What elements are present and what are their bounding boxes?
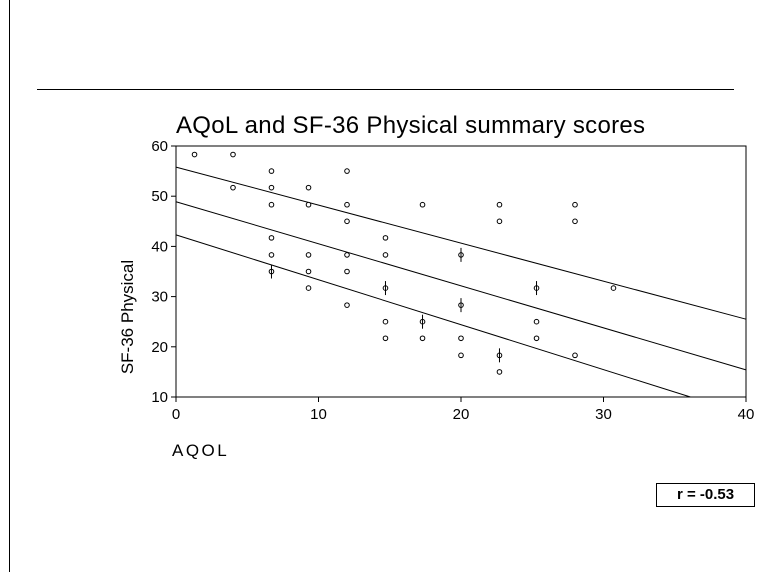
data-point xyxy=(305,252,312,258)
x-tick-label: 10 xyxy=(310,406,327,423)
data-point xyxy=(496,201,503,208)
left-border-line xyxy=(9,0,10,572)
data-point xyxy=(496,218,503,225)
data-point xyxy=(533,318,540,325)
top-divider-line xyxy=(37,89,734,90)
upper-confidence-line xyxy=(175,166,747,320)
data-point xyxy=(344,201,350,208)
y-tick-label: 40 xyxy=(151,238,168,255)
data-point xyxy=(268,168,275,174)
data-point xyxy=(572,352,578,359)
regression-line xyxy=(175,201,747,371)
y-tick-label: 50 xyxy=(151,188,168,205)
y-tick-label: 20 xyxy=(151,339,168,356)
data-point xyxy=(305,184,312,191)
data-point xyxy=(230,151,236,158)
data-point xyxy=(305,268,312,275)
y-tick-label: 10 xyxy=(151,389,168,406)
data-point xyxy=(458,352,464,359)
data-point xyxy=(268,184,275,191)
data-point xyxy=(344,218,350,225)
x-axis-label: AQOL xyxy=(172,441,230,460)
lower-confidence-line xyxy=(175,234,691,398)
data-point xyxy=(305,285,312,291)
data-point xyxy=(268,201,275,208)
data-point xyxy=(458,335,464,342)
data-point xyxy=(419,335,426,342)
data-point xyxy=(533,335,540,342)
data-point xyxy=(496,369,503,375)
data-point xyxy=(382,235,389,241)
data-point xyxy=(419,201,426,208)
data-point xyxy=(382,318,389,325)
data-point xyxy=(191,151,198,158)
data-point xyxy=(382,335,389,342)
data-point xyxy=(268,235,275,241)
data-point xyxy=(344,252,350,258)
x-tick-label: 20 xyxy=(453,406,470,423)
correlation-annotation: r = -0.53 xyxy=(656,483,755,507)
data-point xyxy=(572,201,578,208)
x-tick-label: 30 xyxy=(595,406,612,423)
data-point xyxy=(344,268,350,275)
x-tick-label: 40 xyxy=(738,406,755,423)
data-point xyxy=(344,168,350,174)
data-point xyxy=(610,285,617,291)
plot-area-frame xyxy=(175,145,747,398)
y-tick-label: 30 xyxy=(151,289,168,306)
chart-title: AQoL and SF-36 Physical summary scores xyxy=(176,112,646,139)
data-point xyxy=(268,252,275,258)
data-point xyxy=(305,201,312,208)
x-tick-label: 0 xyxy=(172,406,180,423)
data-point xyxy=(382,252,389,258)
data-point xyxy=(230,184,236,191)
data-point xyxy=(344,302,350,308)
data-point xyxy=(572,218,578,225)
y-tick-label: 60 xyxy=(151,138,168,155)
